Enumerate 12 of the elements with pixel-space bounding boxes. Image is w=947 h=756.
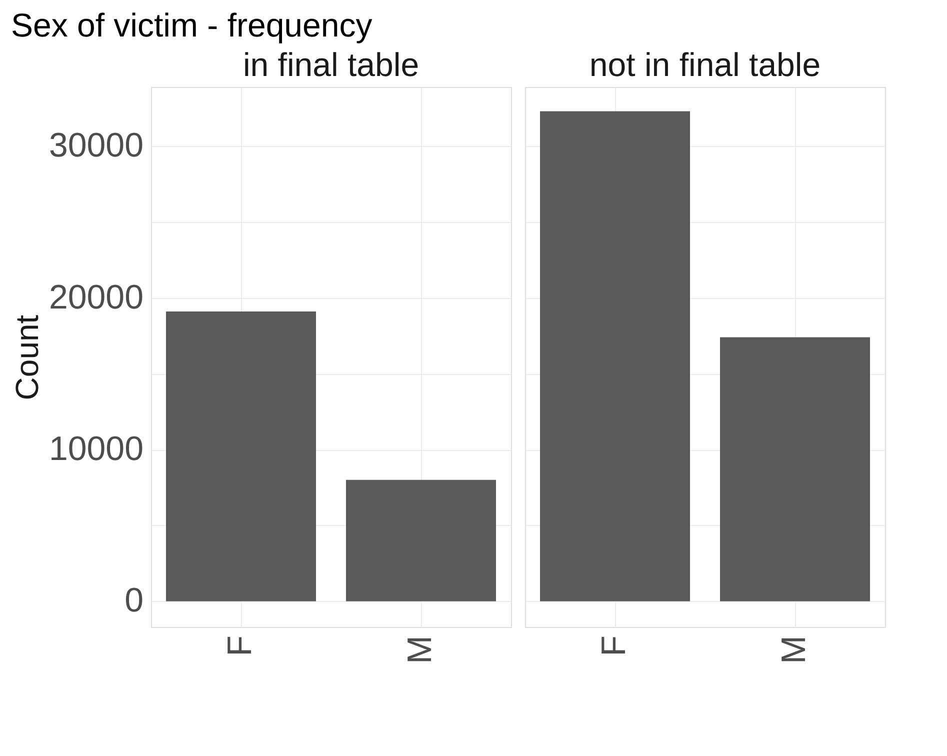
x-tick-label: F <box>221 636 259 656</box>
x-tick-label: F <box>595 636 633 656</box>
y-axis-title: Count <box>8 314 45 400</box>
y-tick-label: 20000 <box>48 278 144 316</box>
x-tick-label: M <box>401 636 439 664</box>
y-tick-label: 30000 <box>48 126 144 165</box>
chart-title: Sex of victim - frequency <box>10 6 373 44</box>
y-tick-label: 0 <box>124 582 144 620</box>
chart-subtitle: not in final table <box>589 46 821 83</box>
y-tick-label: 10000 <box>48 430 144 468</box>
x-tick-label: M <box>775 636 813 664</box>
chart-subtitle: in final table <box>242 46 420 83</box>
